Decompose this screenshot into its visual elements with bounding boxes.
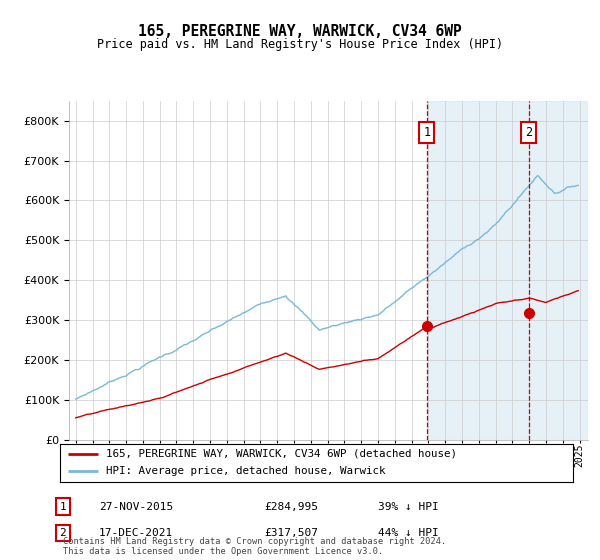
Text: 2: 2: [525, 126, 532, 139]
Text: 1: 1: [423, 126, 430, 139]
Text: Price paid vs. HM Land Registry's House Price Index (HPI): Price paid vs. HM Land Registry's House …: [97, 38, 503, 51]
Text: HPI: Average price, detached house, Warwick: HPI: Average price, detached house, Warw…: [106, 466, 386, 477]
Text: 17-DEC-2021: 17-DEC-2021: [99, 528, 173, 538]
Text: £284,995: £284,995: [264, 502, 318, 512]
Text: 44% ↓ HPI: 44% ↓ HPI: [378, 528, 439, 538]
Text: 165, PEREGRINE WAY, WARWICK, CV34 6WP: 165, PEREGRINE WAY, WARWICK, CV34 6WP: [138, 24, 462, 39]
Text: 39% ↓ HPI: 39% ↓ HPI: [378, 502, 439, 512]
Text: 1: 1: [59, 502, 67, 512]
Text: 2: 2: [59, 528, 67, 538]
Text: Contains HM Land Registry data © Crown copyright and database right 2024.
This d: Contains HM Land Registry data © Crown c…: [63, 536, 446, 556]
Bar: [427, 101, 588, 440]
Text: 165, PEREGRINE WAY, WARWICK, CV34 6WP (detached house): 165, PEREGRINE WAY, WARWICK, CV34 6WP (d…: [106, 449, 457, 459]
Text: £317,507: £317,507: [264, 528, 318, 538]
Text: 27-NOV-2015: 27-NOV-2015: [99, 502, 173, 512]
